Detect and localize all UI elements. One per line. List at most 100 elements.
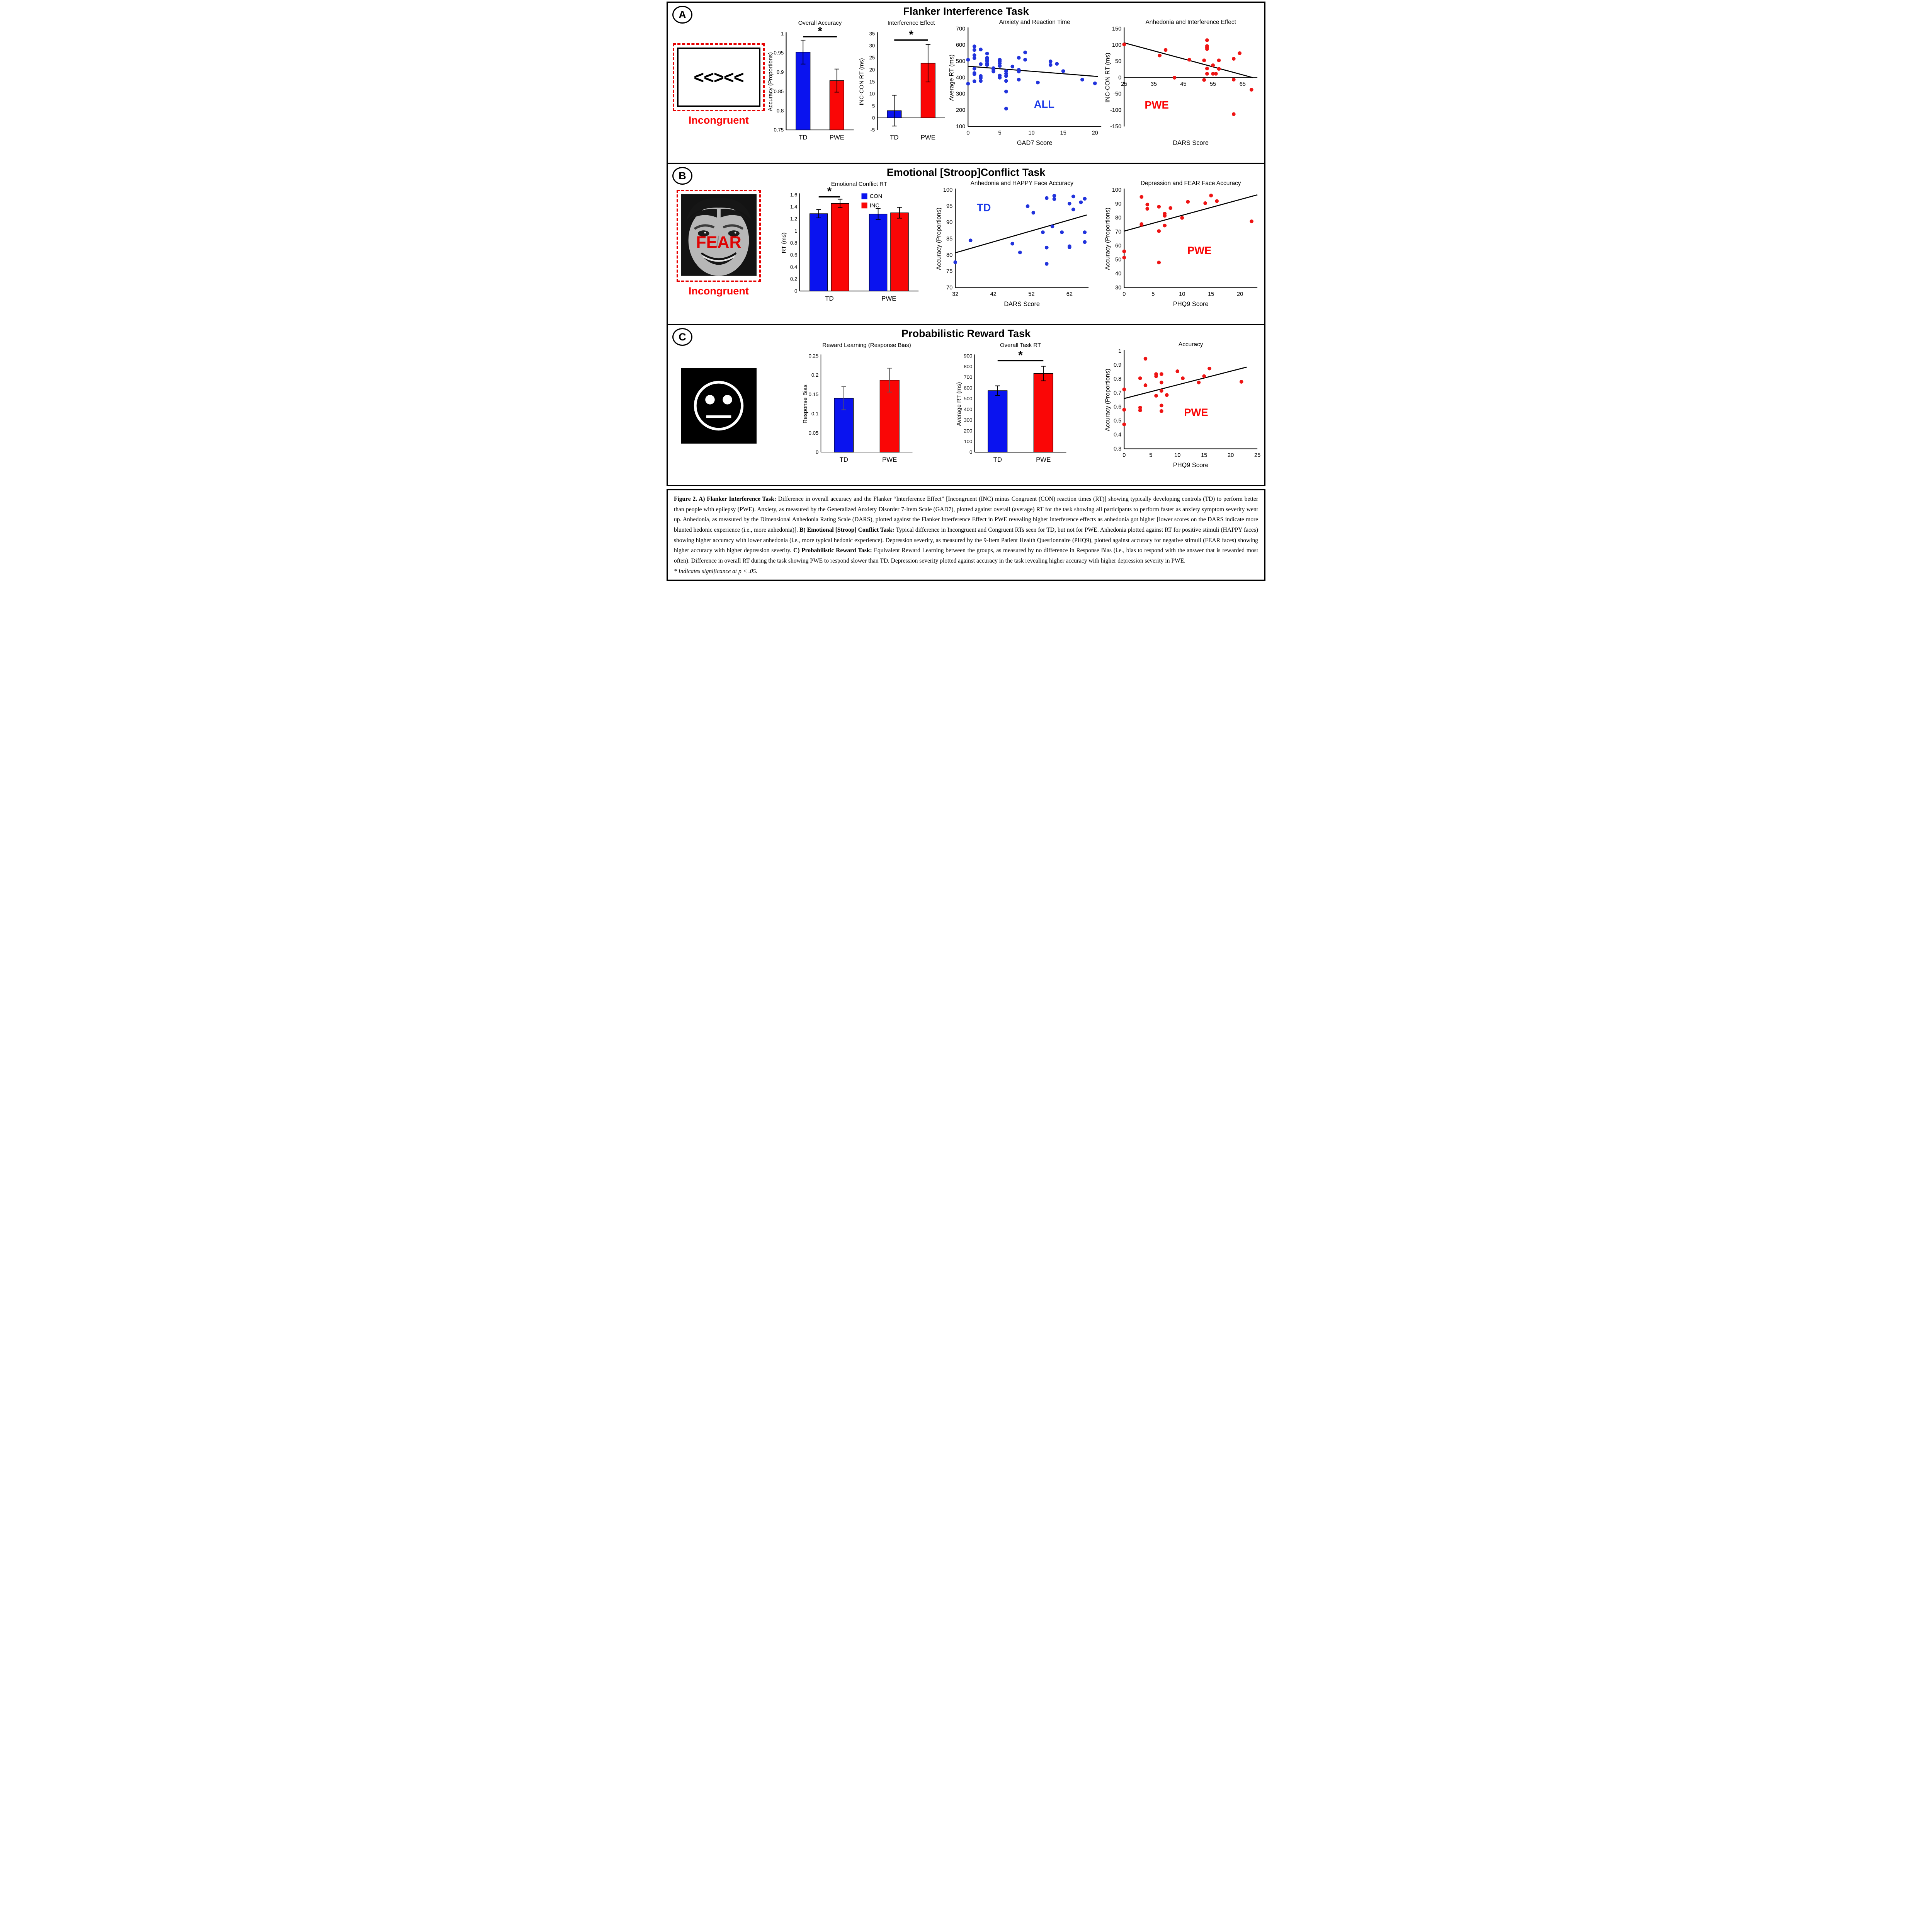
svg-text:0.1: 0.1 bbox=[811, 411, 818, 417]
svg-text:0.95: 0.95 bbox=[774, 50, 784, 56]
svg-text:100: 100 bbox=[943, 187, 952, 193]
chart-anhedonia-happy-accuracy: Anhedonia and HAPPY Face Accuracy 32 42 52 6… bbox=[935, 180, 1092, 310]
svg-text:10: 10 bbox=[869, 91, 875, 97]
svg-text:32: 32 bbox=[952, 291, 958, 298]
svg-text:*: * bbox=[818, 25, 822, 37]
svg-text:PWE: PWE bbox=[1145, 99, 1168, 111]
svg-text:0.6: 0.6 bbox=[1114, 404, 1121, 410]
chart-depression-fear-accuracy: Depression and FEAR Face Accuracy 0 5 10 15 2… bbox=[1104, 180, 1260, 310]
chart-emotional-conflict-rt: Emotional Conflict RT 0 0.2 0.4 0.6 0.8 1 1.2 1.… bbox=[779, 180, 923, 310]
svg-text:Accuracy (Proportions): Accuracy (Proportions) bbox=[935, 207, 942, 270]
svg-text:TD: TD bbox=[799, 134, 807, 141]
svg-text:-50: -50 bbox=[1113, 91, 1121, 97]
svg-text:20: 20 bbox=[1228, 452, 1234, 459]
svg-text:DARS Score: DARS Score bbox=[1173, 139, 1209, 146]
svg-text:100: 100 bbox=[1112, 187, 1121, 193]
face-stimulus: FEAR Incongruent bbox=[672, 190, 766, 297]
svg-text:700: 700 bbox=[964, 374, 973, 380]
svg-text:PWE: PWE bbox=[1036, 456, 1051, 463]
svg-text:90: 90 bbox=[1115, 201, 1121, 207]
svg-text:10: 10 bbox=[1029, 130, 1035, 136]
chart-accuracy-phq9: Accuracy 0 5 10 15 20 25 0.3 0.4 0.5 0.6 0.7 0.8 0.9 1… bbox=[1104, 341, 1260, 471]
svg-text:25: 25 bbox=[1254, 452, 1260, 459]
figure-caption: Figure 2. A) Flanker Interference Task: … bbox=[667, 489, 1265, 581]
svg-text:15: 15 bbox=[1208, 291, 1214, 298]
svg-text:TD: TD bbox=[839, 456, 848, 463]
svg-text:Response Bias: Response Bias bbox=[802, 384, 808, 423]
svg-text:85: 85 bbox=[946, 236, 952, 242]
svg-text:0.8: 0.8 bbox=[1114, 376, 1121, 382]
svg-text:PWE: PWE bbox=[882, 456, 897, 463]
svg-text:Anxiety and Reaction Time: Anxiety and Reaction Time bbox=[999, 19, 1070, 26]
svg-text:1.6: 1.6 bbox=[790, 192, 797, 197]
svg-text:25: 25 bbox=[1121, 81, 1127, 87]
flanker-stimulus: <<><< Incongruent bbox=[672, 43, 766, 126]
svg-text:Accuracy (Proportions): Accuracy (Proportions) bbox=[1104, 207, 1111, 270]
svg-text:-5: -5 bbox=[871, 127, 875, 133]
svg-text:15: 15 bbox=[869, 79, 875, 85]
svg-text:40: 40 bbox=[1115, 271, 1121, 277]
face-condition-label: Incongruent bbox=[688, 285, 749, 297]
fear-overlay-text: FEAR bbox=[696, 233, 741, 252]
neutral-smiley-icon bbox=[680, 368, 757, 444]
panel-a-badge: A bbox=[672, 6, 692, 24]
svg-text:62: 62 bbox=[1066, 291, 1073, 298]
svg-text:500: 500 bbox=[956, 58, 965, 65]
svg-text:TD: TD bbox=[890, 134, 898, 141]
svg-text:Interference Effect: Interference Effect bbox=[888, 20, 935, 26]
svg-text:Average RT (ms): Average RT (ms) bbox=[956, 382, 963, 426]
panel-c: C Probabilistic Reward Task Reward Learn… bbox=[667, 324, 1265, 486]
panel-b-badge: B bbox=[672, 167, 692, 185]
svg-text:60: 60 bbox=[1115, 243, 1121, 249]
svg-text:30: 30 bbox=[869, 43, 875, 48]
svg-text:INC-CON RT (ms): INC-CON RT (ms) bbox=[858, 58, 865, 105]
svg-text:10: 10 bbox=[1174, 452, 1180, 459]
panel-c-title: Probabilistic Reward Task bbox=[901, 328, 1031, 339]
panel-c-badge: C bbox=[672, 328, 692, 346]
svg-text:Average RT (ms): Average RT (ms) bbox=[949, 54, 955, 101]
svg-text:0.05: 0.05 bbox=[808, 430, 818, 436]
svg-text:50: 50 bbox=[1115, 257, 1121, 263]
flanker-arrows-text: <<><< bbox=[694, 67, 744, 87]
svg-text:100: 100 bbox=[956, 124, 965, 130]
svg-text:0.7: 0.7 bbox=[1114, 390, 1121, 396]
svg-text:0.4: 0.4 bbox=[790, 264, 797, 270]
svg-text:TD: TD bbox=[825, 295, 834, 302]
svg-text:0.9: 0.9 bbox=[777, 69, 784, 75]
svg-text:GAD7 Score: GAD7 Score bbox=[1017, 139, 1053, 146]
svg-text:0: 0 bbox=[969, 449, 972, 455]
svg-text:CON: CON bbox=[870, 194, 882, 200]
figure-caption-text: Figure 2. A) Flanker Interference Task: … bbox=[674, 496, 1259, 564]
chart-anhedonia-interference-effect: Anhedonia and Interference Effect 25 35 45 5… bbox=[1104, 19, 1260, 148]
svg-text:0.8: 0.8 bbox=[777, 108, 784, 114]
panel-b-title: Emotional [Stroop]Conflict Task bbox=[886, 167, 1046, 178]
svg-text:5: 5 bbox=[1151, 291, 1155, 298]
svg-text:1.2: 1.2 bbox=[790, 216, 797, 222]
panel-a-title: Flanker Interference Task bbox=[903, 5, 1029, 17]
chart-anxiety-reaction-time: Anxiety and Reaction Time 0 5 10 15 20 100 200 3… bbox=[948, 19, 1104, 148]
svg-text:200: 200 bbox=[964, 428, 973, 434]
svg-text:35: 35 bbox=[869, 31, 875, 36]
svg-text:Accuracy: Accuracy bbox=[1179, 341, 1203, 348]
chart-reward-learning-response-bias: Reward Learning (Response Bias) 0 0.05 0.1 0… bbox=[796, 341, 920, 471]
svg-text:*: * bbox=[909, 28, 913, 41]
svg-text:0.9: 0.9 bbox=[1114, 362, 1121, 368]
svg-text:PHQ9 Score: PHQ9 Score bbox=[1173, 301, 1209, 308]
svg-text:35: 35 bbox=[1151, 81, 1157, 87]
chart-overall-accuracy: Overall Accuracy 0.75 0.8 0.85 0.9 0.95 1 Accur… bbox=[766, 19, 857, 148]
svg-text:150: 150 bbox=[1112, 26, 1121, 32]
svg-text:600: 600 bbox=[956, 42, 965, 48]
svg-text:INC: INC bbox=[870, 203, 879, 209]
svg-text:0.2: 0.2 bbox=[790, 276, 797, 282]
svg-text:15: 15 bbox=[1060, 130, 1066, 136]
figure-caption-footnote: * Indicates significance at p < .05. bbox=[674, 568, 758, 575]
svg-text:0.6: 0.6 bbox=[790, 252, 797, 258]
svg-text:TD: TD bbox=[993, 456, 1002, 463]
svg-text:600: 600 bbox=[964, 385, 973, 391]
svg-text:300: 300 bbox=[964, 417, 973, 423]
svg-text:5: 5 bbox=[872, 103, 875, 109]
svg-text:*: * bbox=[1019, 349, 1023, 362]
svg-text:-150: -150 bbox=[1110, 124, 1121, 130]
svg-text:0.8: 0.8 bbox=[790, 240, 797, 246]
svg-text:200: 200 bbox=[956, 107, 965, 114]
